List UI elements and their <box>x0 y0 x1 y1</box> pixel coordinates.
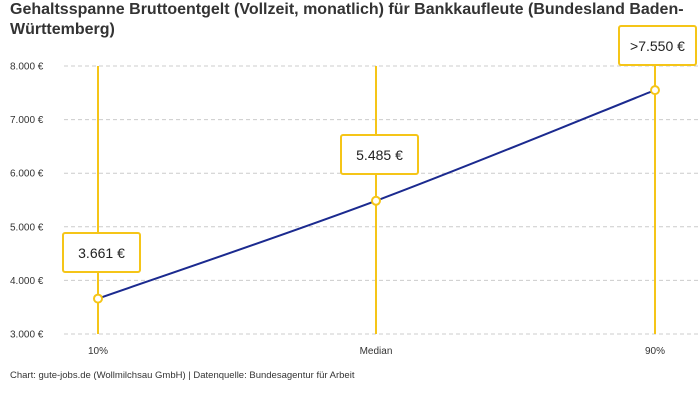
data-label-box <box>62 232 141 273</box>
y-tick-label: 6.000 € <box>10 169 44 180</box>
y-tick-label: 8.000 € <box>10 62 44 73</box>
data-point <box>371 195 381 206</box>
chart-source-footer: Chart: gute-jobs.de (Wollmilchsau GmbH) … <box>10 370 355 381</box>
data-point <box>650 85 660 96</box>
data-label: 3.661 € <box>78 245 125 261</box>
data-label-box <box>340 134 419 175</box>
x-tick-label: 10% <box>88 346 108 357</box>
y-tick-label: 4.000 € <box>10 276 44 287</box>
x-tick-label: Median <box>360 346 393 357</box>
x-tick-label: 90% <box>645 346 665 357</box>
data-point <box>93 293 103 304</box>
data-label-box <box>618 25 697 66</box>
y-tick-label: 3.000 € <box>10 330 44 341</box>
data-label: 5.485 € <box>356 147 403 163</box>
y-tick-label: 5.000 € <box>10 222 44 233</box>
chart-title: Gehaltsspanne Bruttoentgelt (Vollzeit, m… <box>10 1 684 38</box>
y-tick-label: 7.000 € <box>10 115 44 126</box>
data-label: >7.550 € <box>630 38 685 54</box>
